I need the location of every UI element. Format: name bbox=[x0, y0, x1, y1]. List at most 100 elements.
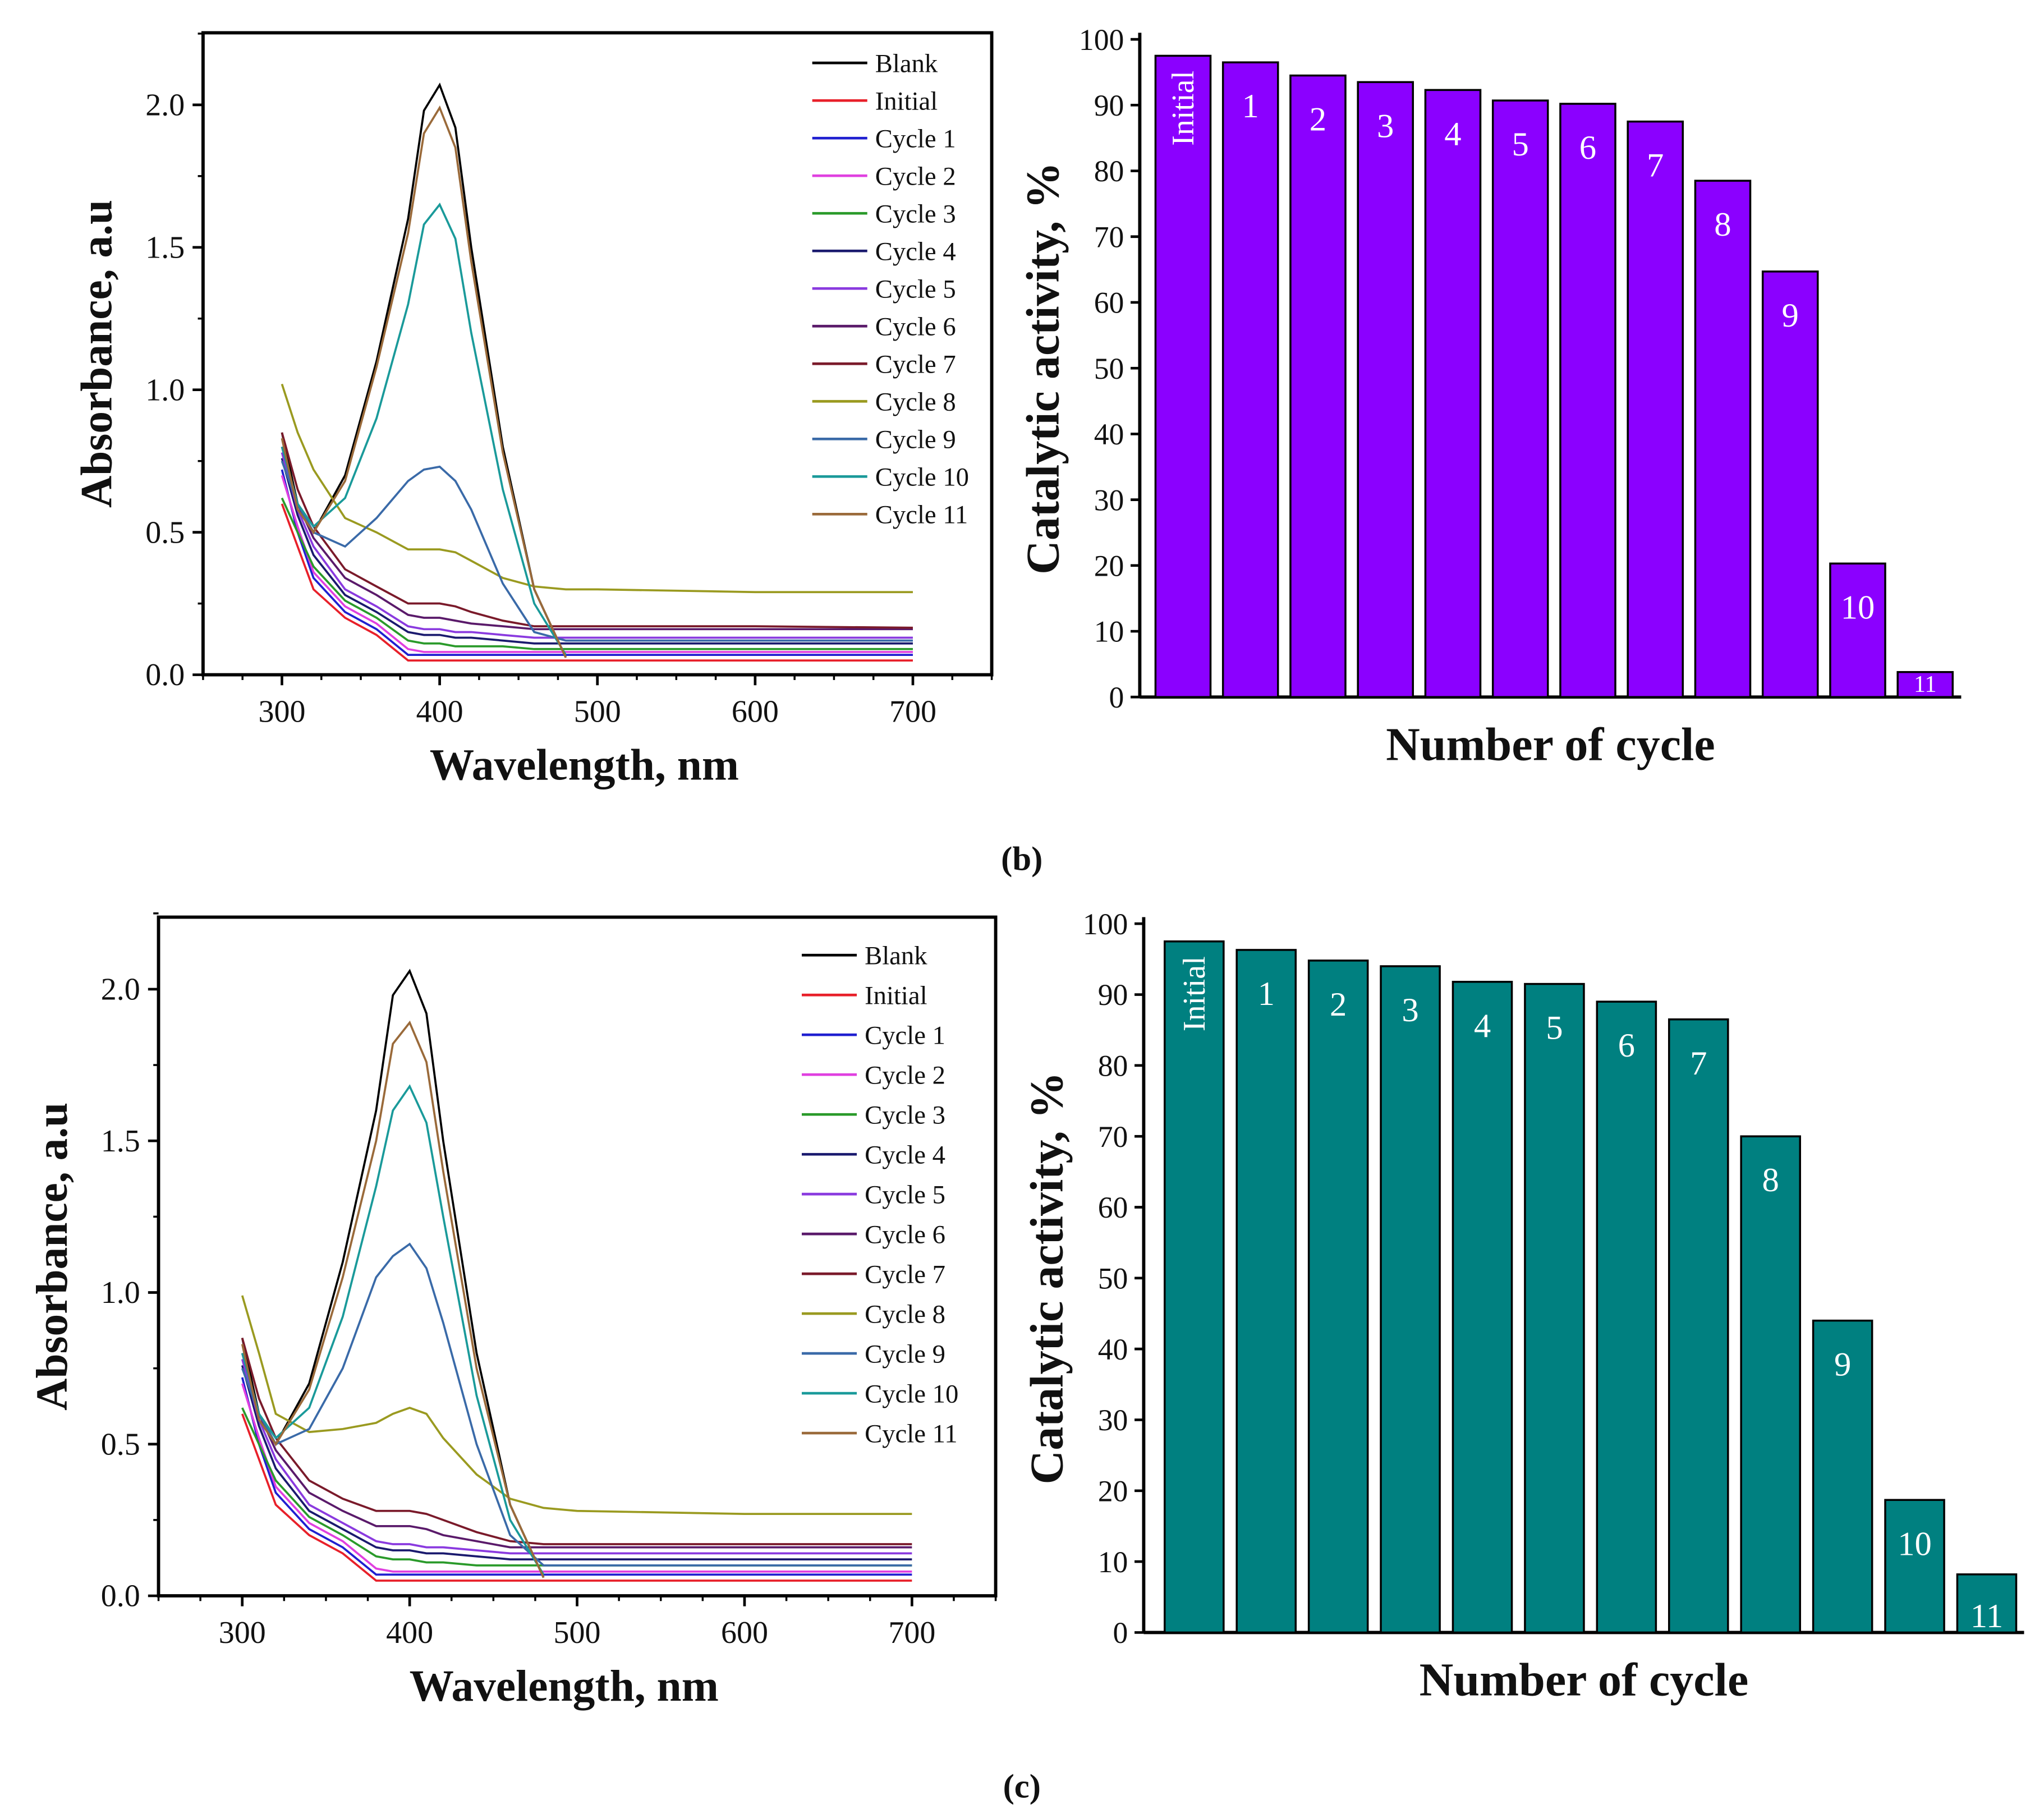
y-tick-label: 0.0 bbox=[145, 658, 185, 692]
x-tick-label: 600 bbox=[732, 695, 779, 729]
bar-label: 4 bbox=[1474, 1007, 1491, 1045]
series-line-cycle-11 bbox=[281, 105, 567, 658]
series-line-blank bbox=[281, 82, 567, 658]
series-line-cycle-11 bbox=[241, 1020, 545, 1578]
bar-label: 9 bbox=[1834, 1346, 1851, 1384]
legend-label: Cycle 8 bbox=[865, 1300, 945, 1329]
legend-label: Cycle 10 bbox=[875, 463, 969, 492]
y-tick-label: 50 bbox=[1094, 352, 1124, 385]
series-line-cycle-10 bbox=[281, 202, 567, 656]
series-line-cycle-1 bbox=[281, 469, 913, 656]
plot-frame bbox=[157, 915, 998, 1597]
series-line-cycle-4 bbox=[241, 1365, 912, 1560]
bar-4 bbox=[1424, 89, 1482, 699]
bar-2 bbox=[1289, 74, 1347, 699]
y-axis-label: Catalytic activity, % bbox=[1017, 162, 1069, 575]
y-tick-label: 20 bbox=[1098, 1474, 1128, 1508]
bar-label: 7 bbox=[1690, 1045, 1707, 1082]
legend-label: Initial bbox=[865, 981, 927, 1011]
series-line-cycle-2 bbox=[241, 1383, 912, 1573]
legend-label: Cycle 1 bbox=[865, 1021, 945, 1050]
bar-label: 7 bbox=[1647, 147, 1664, 185]
legend-label: Cycle 2 bbox=[875, 162, 956, 191]
y-tick-label: 0.0 bbox=[101, 1579, 140, 1614]
y-tick-label: 1.5 bbox=[145, 230, 185, 265]
bar-label: 2 bbox=[1310, 101, 1326, 139]
legend-label: Cycle 9 bbox=[865, 1339, 945, 1369]
legend-label: Cycle 5 bbox=[865, 1180, 945, 1209]
legend-label: Cycle 9 bbox=[875, 425, 956, 454]
legend-label: Cycle 5 bbox=[875, 275, 956, 304]
bar-label: 5 bbox=[1546, 1009, 1563, 1047]
y-axis-label: Absorbance, a.u bbox=[27, 1103, 77, 1411]
bar-label: 4 bbox=[1444, 115, 1461, 153]
y-tick-label: 100 bbox=[1083, 907, 1128, 941]
x-tick-label: 300 bbox=[219, 1615, 266, 1650]
bar-label: 1 bbox=[1258, 975, 1275, 1013]
bar-label: Initial bbox=[1177, 956, 1212, 1031]
y-axis-label: Absorbance, a.u bbox=[72, 200, 121, 508]
series-line-cycle-10 bbox=[241, 1084, 545, 1576]
bar-label: 10 bbox=[1898, 1525, 1932, 1563]
y-tick-label: 2.0 bbox=[145, 88, 185, 123]
series-line-cycle-5 bbox=[281, 452, 913, 639]
x-tick-label: 700 bbox=[888, 1615, 935, 1650]
legend-label: Initial bbox=[875, 86, 938, 116]
x-tick-label: 500 bbox=[554, 1615, 601, 1650]
bar-5 bbox=[1491, 99, 1549, 699]
series-line-blank bbox=[241, 968, 545, 1578]
x-tick-label: 400 bbox=[386, 1615, 433, 1650]
series-line-cycle-1 bbox=[241, 1377, 912, 1576]
y-tick-label: 40 bbox=[1098, 1333, 1128, 1366]
legend-label: Cycle 7 bbox=[865, 1260, 945, 1289]
x-tick-label: 700 bbox=[889, 695, 936, 729]
y-tick-label: 50 bbox=[1098, 1261, 1128, 1295]
bar-11 bbox=[1896, 671, 1954, 699]
y-tick-label: 1.0 bbox=[145, 373, 185, 407]
legend-label: Cycle 11 bbox=[875, 501, 968, 530]
y-tick-label: 60 bbox=[1098, 1191, 1128, 1224]
y-tick-label: 0 bbox=[1113, 1616, 1128, 1650]
bar-3 bbox=[1357, 81, 1414, 699]
y-tick-label: 80 bbox=[1098, 1049, 1128, 1083]
caption-b: (b) bbox=[1001, 840, 1042, 878]
legend-label: Cycle 1 bbox=[875, 125, 956, 154]
bar-initial bbox=[1154, 54, 1212, 699]
x-axis-label: Number of cycle bbox=[1386, 718, 1715, 770]
bar-3 bbox=[1380, 965, 1441, 1634]
bar-1 bbox=[1221, 61, 1279, 699]
bar-label: 11 bbox=[1914, 672, 1936, 697]
legend-label: Cycle 11 bbox=[865, 1419, 958, 1448]
bar-label: 1 bbox=[1242, 88, 1259, 125]
y-tick-label: 0 bbox=[1109, 681, 1124, 714]
x-axis-label: Wavelength, nm bbox=[430, 740, 739, 789]
bar-label: 10 bbox=[1841, 589, 1875, 626]
bar-8 bbox=[1694, 180, 1752, 699]
bar-8 bbox=[1740, 1135, 1801, 1634]
bar-6 bbox=[1559, 103, 1616, 699]
legend-label: Cycle 8 bbox=[875, 388, 956, 417]
x-axis-label: Number of cycle bbox=[1420, 1654, 1749, 1706]
y-tick-label: 40 bbox=[1094, 417, 1124, 451]
bar-4 bbox=[1452, 981, 1513, 1634]
legend-label: Cycle 2 bbox=[865, 1061, 945, 1090]
legend-label: Cycle 3 bbox=[875, 200, 956, 229]
y-tick-label: 30 bbox=[1098, 1403, 1128, 1437]
y-tick-label: 0.5 bbox=[145, 515, 185, 550]
y-tick-label: 30 bbox=[1094, 483, 1124, 517]
series-line-cycle-5 bbox=[241, 1358, 912, 1555]
x-tick-label: 300 bbox=[258, 695, 305, 729]
legend-label: Cycle 7 bbox=[875, 350, 956, 379]
legend-label: Blank bbox=[875, 49, 938, 78]
bar-label: 9 bbox=[1782, 297, 1799, 334]
y-tick-label: 100 bbox=[1079, 23, 1124, 57]
y-tick-label: 10 bbox=[1094, 615, 1124, 649]
bar-label: Initial bbox=[1166, 71, 1201, 146]
legend-label: Cycle 3 bbox=[865, 1101, 945, 1130]
y-tick-label: 90 bbox=[1098, 978, 1128, 1012]
bar-label: 8 bbox=[1762, 1161, 1779, 1199]
y-tick-label: 70 bbox=[1094, 220, 1124, 254]
y-tick-label: 60 bbox=[1094, 286, 1124, 320]
series-line-cycle-7 bbox=[241, 1338, 912, 1545]
y-tick-label: 70 bbox=[1098, 1120, 1128, 1154]
